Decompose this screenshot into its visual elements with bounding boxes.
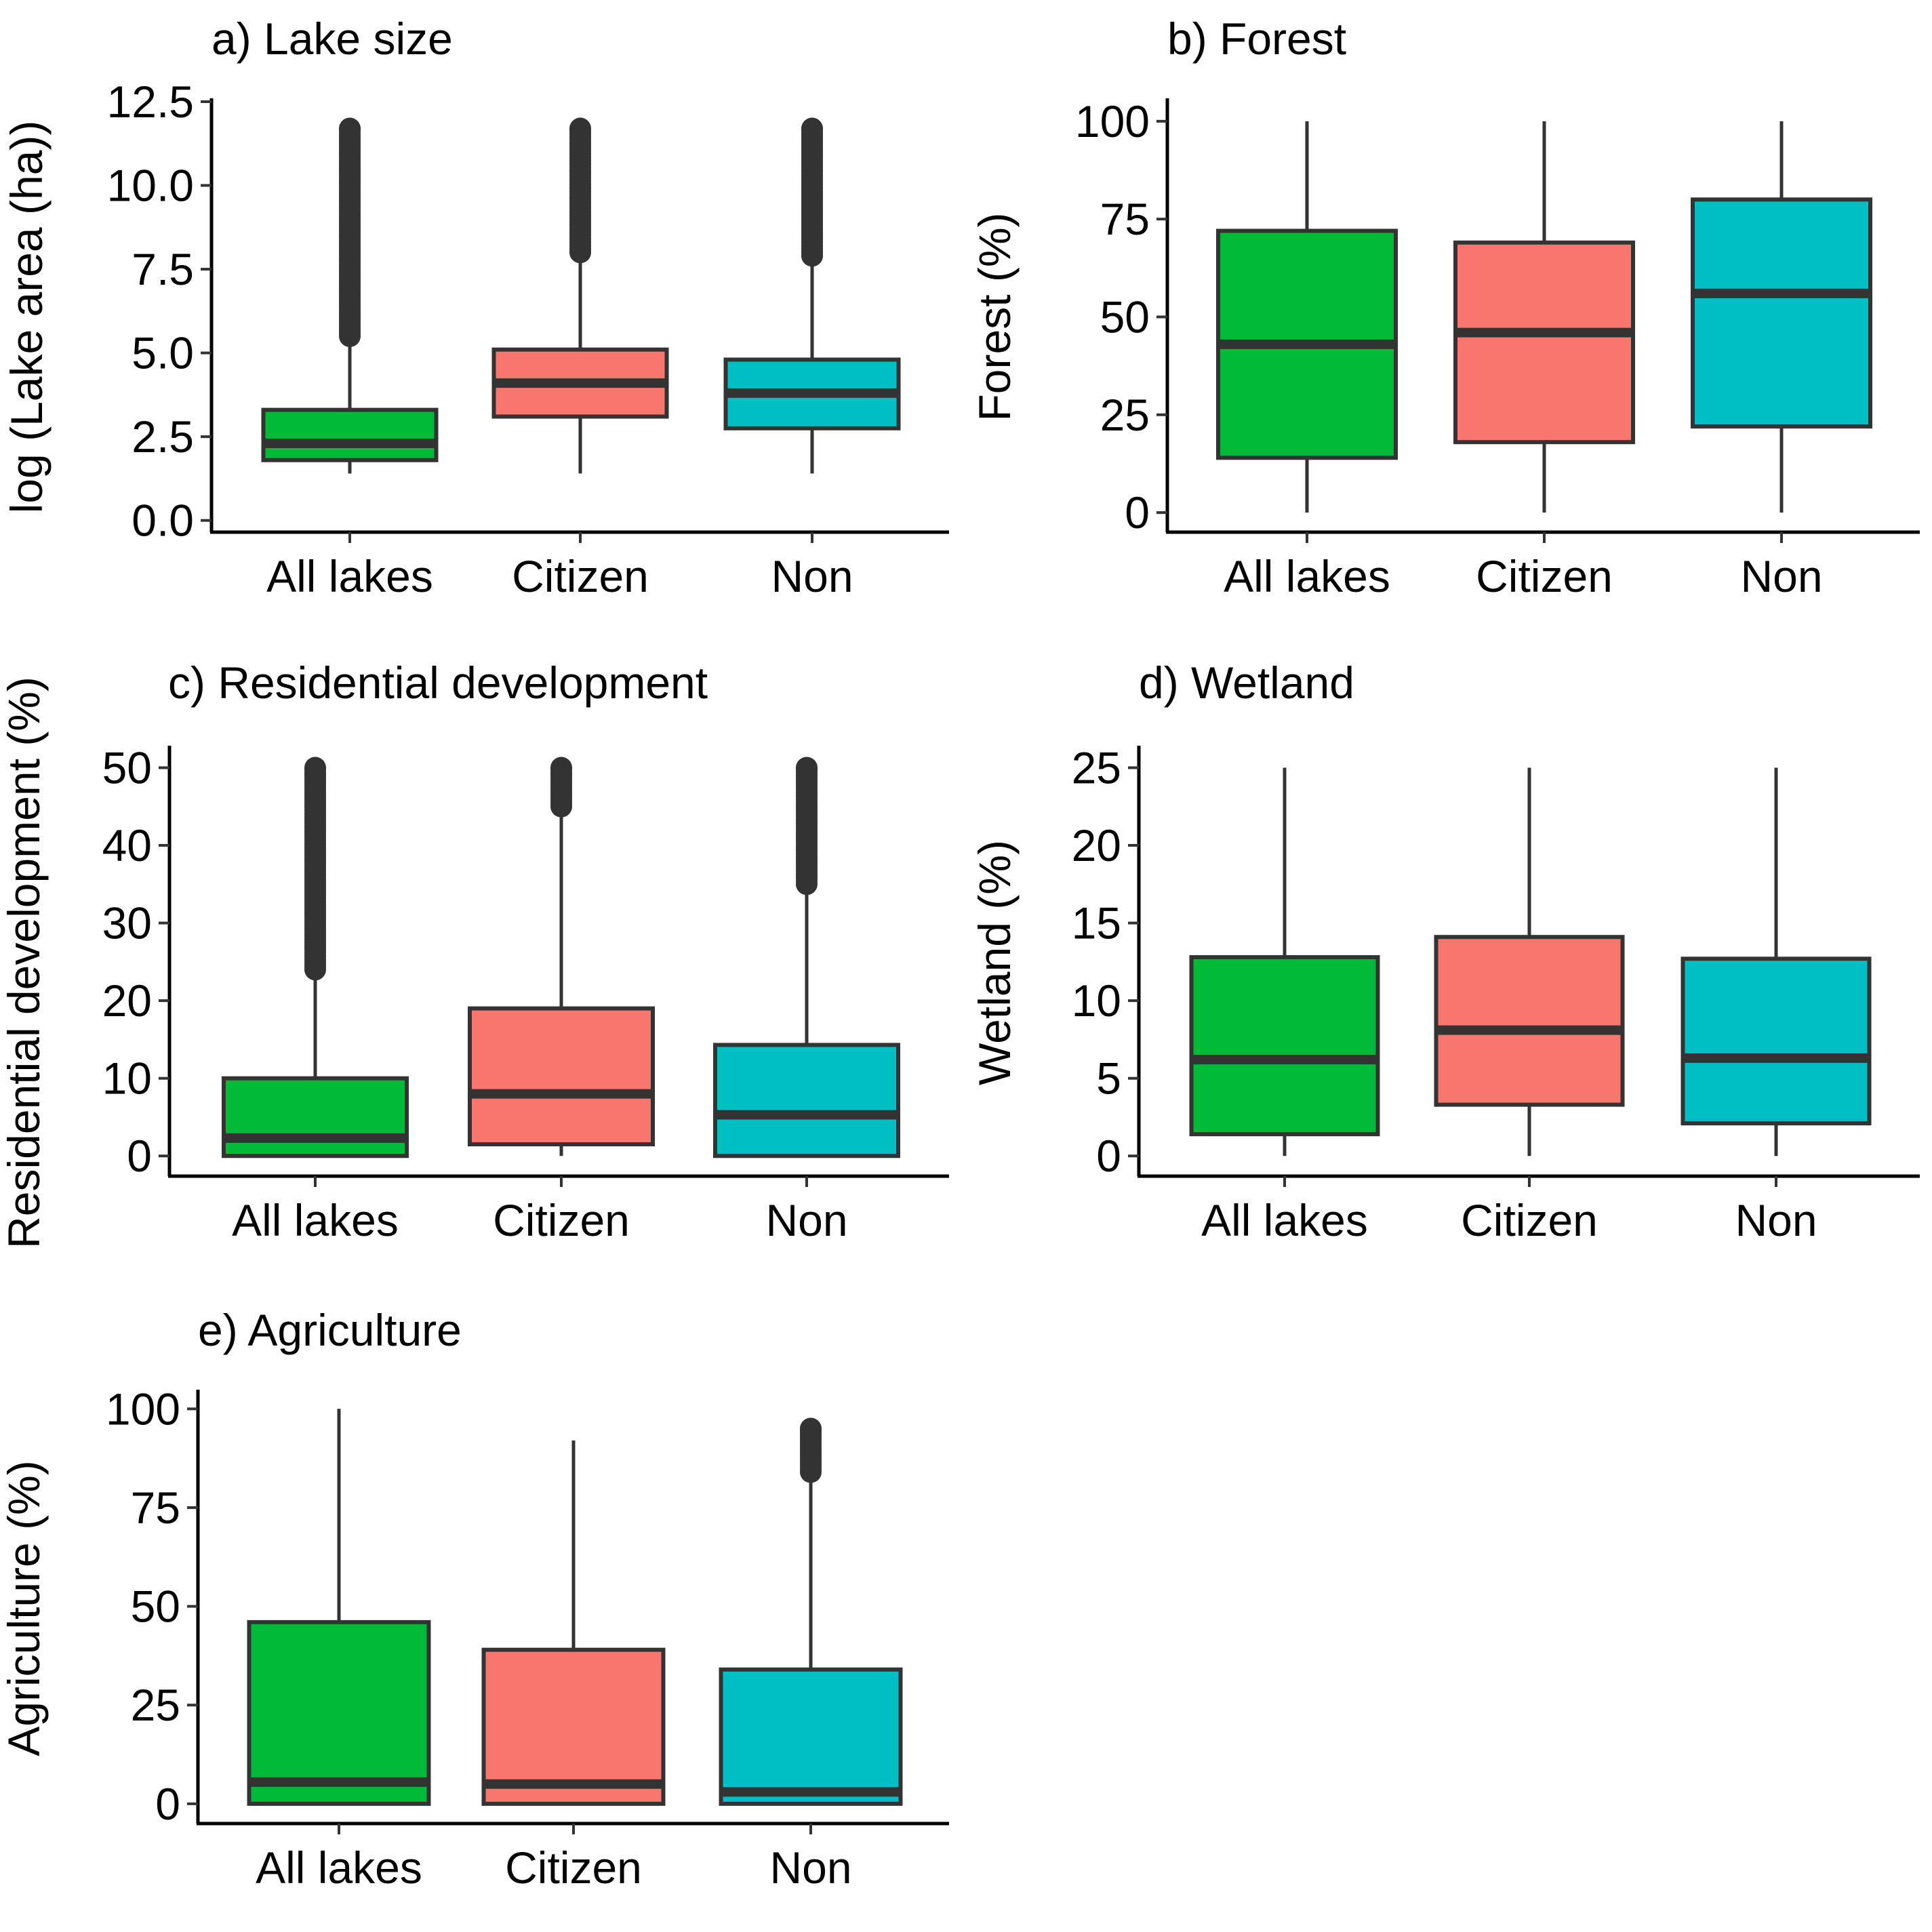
y-tick-label: 0 [1096,1131,1121,1181]
outlier-point [796,757,818,779]
y-tick-label: 50 [131,1582,180,1632]
x-tick-label: Non [1740,551,1822,601]
x-tick-label: Non [765,1195,847,1245]
iqr-box [468,1006,655,1147]
panel-2: b) Forest Forest (%) 0 25 50 75 100 All lakes Ci… [969,14,1920,601]
outlier-point [304,757,326,779]
y-axis-label: Residential development (%) [0,677,49,1249]
outlier-point [801,117,823,140]
iqr-box [719,1667,903,1806]
x-tick-label: Citizen [1476,551,1613,601]
y-tick-label: 0 [1125,487,1150,538]
box-citizen [468,757,655,1156]
x-tick-label: All lakes [1201,1195,1368,1245]
panel-title: a) Lake size [212,14,453,64]
iqr-box [1681,957,1872,1126]
y-axis-label: log (Lake area (ha)) [1,121,52,514]
y-tick-label: 0.0 [132,496,194,546]
y-tick-label: 25 [1072,742,1121,792]
iqr-box [1691,197,1872,429]
y-tick-label: 50 [102,742,152,792]
y-tick-label: 100 [106,1384,180,1434]
x-tick-label: Non [769,1843,851,1893]
box-citizen [481,1440,666,1806]
y-tick-label: 5 [1096,1053,1121,1104]
box-citizen [1434,767,1625,1156]
box-non [719,1417,903,1806]
panel-3: c) Residential development Residential de… [0,658,949,1249]
outlier-point [550,757,572,779]
x-tick-label: Citizen [493,1195,630,1245]
y-axis-label: Agriculture (%) [0,1460,49,1756]
iqr-box [481,1647,666,1806]
iqr-box [1189,954,1380,1137]
y-tick-label: 0 [155,1779,180,1829]
box-all-lakes [247,1409,431,1806]
y-tick-label: 75 [1100,194,1150,244]
box-all-lakes [1216,121,1398,513]
iqr-box [222,1076,409,1159]
x-tick-label: All lakes [232,1195,399,1245]
outlier-point [339,117,361,140]
y-tick-label: 15 [1072,898,1121,948]
panel-5: e) Agriculture Agriculture (%) 0 25 50 75 100 A… [0,1305,949,1893]
y-tick-label: 20 [102,975,152,1026]
box-non [713,757,900,1159]
y-tick-label: 2.5 [132,411,194,462]
box-citizen [491,117,669,474]
y-axis-label: Wetland (%) [969,840,1020,1085]
y-tick-label: 7.5 [132,244,194,294]
panel-title: b) Forest [1167,14,1346,64]
y-tick-label: 40 [102,820,152,870]
y-tick-label: 0 [127,1131,152,1181]
x-tick-label: Citizen [512,551,649,601]
y-tick-label: 10 [1072,975,1121,1026]
iqr-box [1453,240,1635,445]
y-tick-label: 25 [1100,390,1150,440]
box-all-lakes [1189,767,1380,1156]
y-tick-label: 10 [102,1053,152,1104]
y-tick-label: 100 [1075,96,1150,146]
x-tick-label: All lakes [256,1843,422,1893]
y-tick-label: 30 [102,898,152,948]
y-tick-label: 20 [1072,820,1121,870]
box-all-lakes [222,757,409,1159]
x-tick-label: All lakes [266,551,433,601]
x-tick-label: Non [771,551,853,601]
panel-title: e) Agriculture [198,1305,462,1355]
x-tick-label: Citizen [1461,1195,1598,1245]
y-axis-label: Forest (%) [969,212,1020,421]
y-tick-label: 25 [131,1680,180,1730]
x-tick-label: Non [1735,1195,1817,1245]
y-tick-label: 75 [131,1483,180,1533]
panel-title: d) Wetland [1139,658,1354,708]
y-tick-label: 50 [1100,292,1150,342]
box-non [1681,767,1872,1156]
y-tick-label: 12.5 [107,77,194,127]
box-citizen [1453,121,1635,513]
box-all-lakes [261,117,439,474]
panel-title: c) Residential development [168,658,708,708]
iqr-box [713,1043,900,1159]
box-non [723,117,901,474]
iqr-box [1434,935,1625,1107]
y-tick-label: 5.0 [132,328,194,378]
panel-1: a) Lake size log (Lake area (ha)) 0.0 2.5 5.… [1,14,949,601]
box-non [1691,121,1872,513]
outlier-point [569,117,591,140]
x-tick-label: Citizen [505,1843,642,1893]
iqr-box [247,1619,431,1806]
y-tick-label: 10.0 [107,161,194,211]
iqr-box [261,407,439,462]
panel-4: d) Wetland Wetland (%) 0 5 10 15 20 25 All lakes… [969,658,1920,1245]
x-tick-label: All lakes [1224,551,1390,601]
outlier-point [800,1417,822,1440]
